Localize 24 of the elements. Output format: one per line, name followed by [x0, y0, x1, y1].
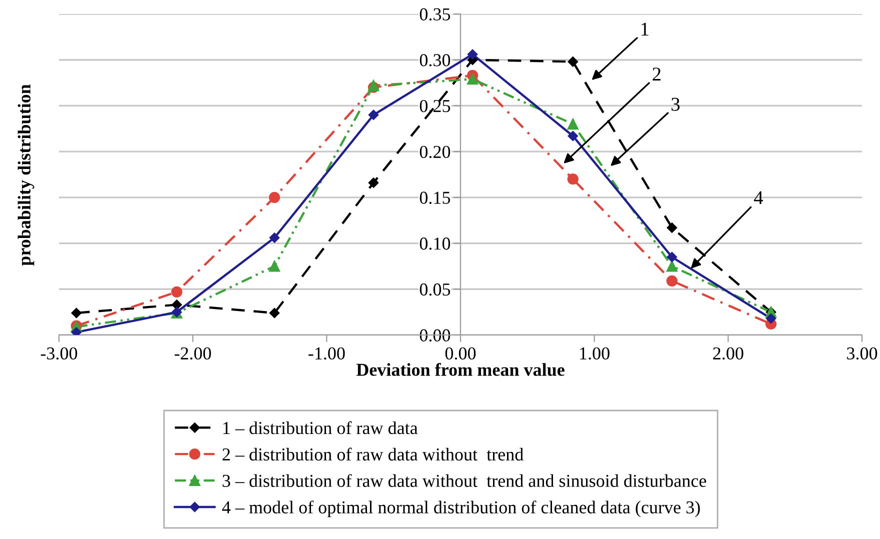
x-tick-label: -3.00 — [40, 347, 78, 360]
y-tick-label: 0.20 — [420, 146, 450, 158]
x-tick-label: 1.00 — [580, 347, 610, 360]
y-tick-label: 0.30 — [420, 54, 450, 66]
annotation: 1 — [642, 22, 648, 36]
legend-label: 3 – distribution of raw data without trend and sinusoid disturbance — [222, 474, 706, 487]
annotation: 2 — [652, 68, 661, 80]
y-tick-label: 0.35 — [420, 8, 450, 21]
y-tick-label: 0.10 — [420, 238, 450, 250]
x-axis-title: Deviation from mean value — [356, 362, 564, 376]
x-tick-label: 0.00 — [445, 347, 476, 360]
x-tick-label: 2.00 — [713, 347, 744, 360]
y-tick-label: 0.15 — [420, 192, 450, 204]
annotation: 3 — [672, 98, 680, 111]
y-axis-title: probability distribution — [18, 84, 34, 266]
legend-label: 1 – distribution of raw data — [223, 421, 418, 434]
x-tick-label: 3.00 — [847, 347, 878, 360]
x-tick-label: -2.00 — [174, 347, 211, 360]
annotation: 4 — [754, 191, 764, 204]
legend-label: 2 – distribution of raw data without trend — [222, 448, 524, 461]
x-tick-label: -1.00 — [308, 347, 345, 360]
y-tick-label: 0.05 — [420, 283, 450, 296]
legend-label: 4 – model of optimal normal distribution of cleaned data (curve 3) — [222, 500, 700, 518]
y-tick-label: 0.25 — [420, 100, 450, 112]
